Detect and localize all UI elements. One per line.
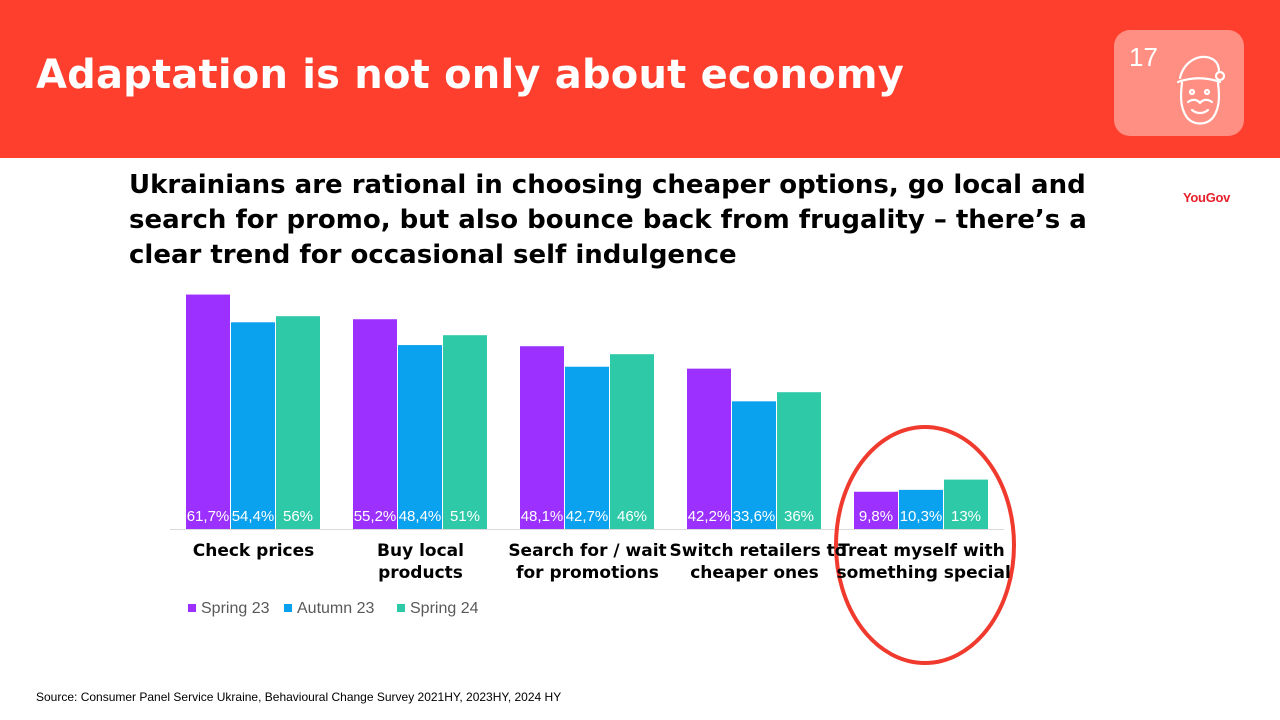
slide-title: Adaptation is not only about economy: [36, 52, 905, 98]
category-label: Buy local products: [377, 541, 464, 583]
header-banner: Adaptation is not only about economy 17: [0, 0, 1280, 158]
category-label: Treat myself with something special: [836, 541, 1011, 583]
brand-logo: YouGov: [1183, 190, 1231, 205]
bar-value-label: 9,8%: [859, 508, 893, 525]
source-note: Source: Consumer Panel Service Ukraine, …: [36, 690, 562, 704]
bar: [610, 354, 654, 529]
bar-value-label: 48,4%: [399, 508, 442, 525]
legend-item: Spring 23: [188, 600, 270, 618]
bar: [186, 294, 230, 529]
bar-value-label: 33,6%: [733, 508, 776, 525]
legend-swatch: [397, 604, 405, 612]
subtitle-line-3: clear trend for occasional self indulgen…: [129, 240, 737, 270]
bar: [777, 392, 821, 529]
legend-swatch: [284, 604, 292, 612]
bar: [732, 401, 776, 529]
bar: [443, 335, 487, 529]
santa-icon: [1176, 55, 1226, 125]
bar-value-label: 10,3%: [900, 508, 943, 525]
bar-value-label: 48,1%: [521, 508, 564, 525]
bar: [398, 345, 442, 529]
subtitle-line-1: Ukrainians are rational in choosing chea…: [129, 170, 1086, 200]
bar-value-label: 13%: [951, 508, 981, 525]
category-label: Check prices: [192, 541, 315, 561]
bar-value-label: 56%: [283, 508, 313, 525]
bar-value-label: 42,7%: [566, 508, 609, 525]
subtitle-line-2: search for promo, but also bounce back f…: [129, 205, 1087, 235]
bar: [520, 346, 564, 529]
page-badge: 17: [1114, 30, 1244, 136]
bar-value-label: 55,2%: [354, 508, 397, 525]
bar-value-label: 51%: [450, 508, 480, 525]
bar-value-label: 54,4%: [232, 508, 275, 525]
legend-swatch: [188, 604, 196, 612]
bar-value-label: 46%: [617, 508, 647, 525]
bar: [899, 489, 943, 529]
category-label: Switch retailers to cheaper ones: [669, 541, 847, 583]
legend-label: Autumn 23: [297, 600, 375, 617]
bar: [854, 491, 898, 529]
bar: [944, 479, 988, 529]
legend-label: Spring 24: [410, 600, 479, 617]
bar: [353, 319, 397, 529]
bar-value-label: 42,2%: [688, 508, 731, 525]
bar-value-label: 61,7%: [187, 508, 230, 525]
bar: [687, 368, 731, 529]
bar: [565, 366, 609, 529]
legend-item: Spring 24: [397, 600, 479, 618]
bar: [231, 322, 275, 529]
legend-label: Spring 23: [201, 600, 270, 617]
category-label: Search for / wait for promotions: [508, 541, 667, 583]
highlight-circle: [834, 425, 1016, 665]
slide-subtitle: Ukrainians are rational in choosing chea…: [129, 168, 1089, 273]
bar-value-label: 36%: [784, 508, 814, 525]
legend-item: Autumn 23: [284, 600, 374, 618]
bar: [276, 316, 320, 529]
page-number: 17: [1129, 42, 1158, 72]
